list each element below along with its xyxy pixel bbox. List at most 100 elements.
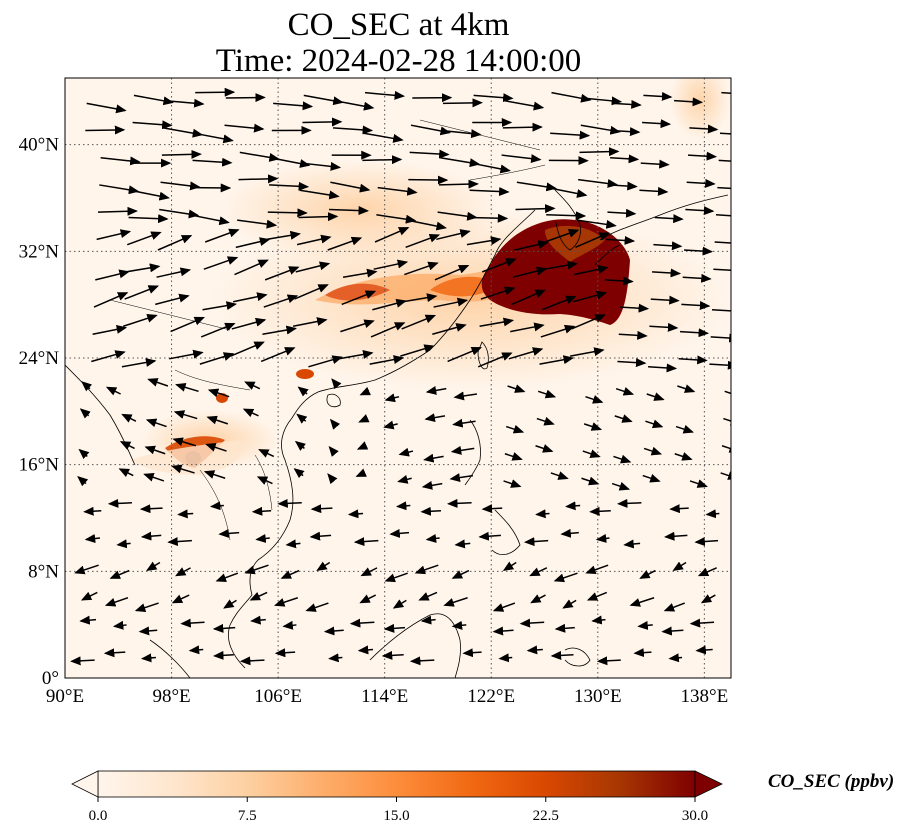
wind-arrow [554, 623, 575, 633]
wind-arrow [715, 214, 731, 217]
wind-arrow [295, 261, 331, 273]
wind-arrow [282, 620, 297, 630]
wind-arrow [686, 178, 716, 188]
wind-arrow [285, 539, 301, 549]
wind-arrow [125, 263, 161, 273]
wind-arrow [374, 227, 410, 243]
wind-arrow [565, 501, 581, 511]
wind-arrow [723, 416, 731, 426]
wind-arrow [434, 264, 470, 281]
korea-peninsula [554, 189, 581, 251]
map-frame [64, 77, 732, 679]
wind-arrow [473, 93, 514, 103]
wind-arrow [330, 181, 371, 193]
wind-arrow [574, 265, 609, 276]
wind-arrow [530, 594, 546, 604]
wind-arrow [238, 174, 279, 184]
wind-arrow [643, 91, 673, 101]
wind-arrow [244, 381, 261, 390]
wind-arrow [697, 567, 717, 577]
wind-arrow [451, 569, 470, 579]
wind-arrow [589, 506, 611, 516]
wind-arrow [682, 273, 712, 283]
colorbar: 0.0 7.5 15.0 22.5 30.0 [71, 770, 723, 824]
wind-arrow [302, 117, 343, 127]
wind-arrow [453, 391, 478, 401]
wind-arrow [585, 395, 604, 404]
wind-arrow [338, 350, 374, 360]
wind-arrow [331, 378, 342, 390]
wind-arrow [103, 648, 126, 658]
wind-arrow [202, 301, 238, 311]
wind-arrow [225, 93, 266, 103]
lon-tick-label: 138°E [681, 686, 729, 707]
wind-arrow [297, 386, 309, 397]
wind-arrow [104, 597, 129, 607]
wind-arrow [695, 645, 713, 655]
wind-arrow [203, 256, 239, 270]
wind-arrow [661, 626, 684, 636]
wind-arrow [143, 472, 165, 482]
wind-arrow [447, 346, 483, 363]
wind-arrow [526, 645, 543, 655]
wind-arrow [364, 90, 406, 100]
wind-arrow [677, 384, 696, 393]
wind-arrow [357, 645, 374, 655]
wind-arrow [389, 528, 410, 538]
wind-arrow [147, 378, 169, 387]
wind-arrow [255, 534, 270, 543]
lon-tick-label: 122°E [467, 686, 515, 707]
wind-arrow [93, 292, 129, 308]
wind-arrow [189, 214, 230, 226]
wind-arrow [402, 293, 438, 303]
wind-arrow [711, 306, 731, 316]
wind-arrow [503, 479, 522, 488]
wind-arrow [570, 347, 605, 357]
wind-arrow [721, 444, 731, 453]
wind-arrow [349, 618, 375, 628]
wind-arrow [508, 347, 544, 360]
wind-arrow [81, 381, 93, 392]
wind-arrow [170, 316, 205, 333]
wind-arrow [91, 350, 126, 363]
bay-of-bengal-coast [65, 364, 136, 466]
wind-arrow [121, 413, 137, 423]
wind-arrow [481, 504, 503, 514]
plume-spot-a [296, 369, 314, 379]
wind-arrow [264, 266, 300, 281]
wind-arrow [643, 446, 663, 456]
wind-arrow [672, 561, 687, 571]
wind-arrow [347, 509, 364, 519]
wind-arrow [74, 564, 99, 575]
wind-arrow [119, 441, 135, 450]
wind-arrow [85, 125, 126, 135]
wind-arrow [392, 599, 407, 609]
wind-arrow [199, 352, 235, 365]
wind-arrow [359, 386, 371, 396]
wind-arrow [266, 230, 301, 241]
wind-arrow [492, 602, 516, 612]
wind-arrow [705, 509, 720, 519]
wind-arrow [535, 509, 550, 519]
wind-arrow [230, 341, 265, 357]
wind-arrow [157, 235, 193, 251]
lon-tick-label: 114°E [361, 686, 408, 707]
wind-arrow [235, 237, 271, 249]
wind-arrow [383, 623, 406, 633]
wind-arrow [156, 267, 192, 278]
lat-tick-label: 32°N [19, 241, 60, 262]
wind-arrow [596, 656, 621, 666]
wind-arrow [138, 626, 158, 636]
wind-arrow [433, 297, 469, 308]
wind-arrow [298, 212, 339, 222]
wind-arrow [328, 653, 343, 663]
philippines-south [491, 509, 521, 555]
wind-arrow [223, 599, 237, 609]
wind-arrow [358, 414, 370, 423]
wind-arrow [250, 615, 266, 625]
wind-arrow [425, 533, 440, 543]
wind-arrow [356, 441, 369, 450]
wind-arrow [468, 213, 509, 223]
wind-arrow [450, 445, 475, 455]
